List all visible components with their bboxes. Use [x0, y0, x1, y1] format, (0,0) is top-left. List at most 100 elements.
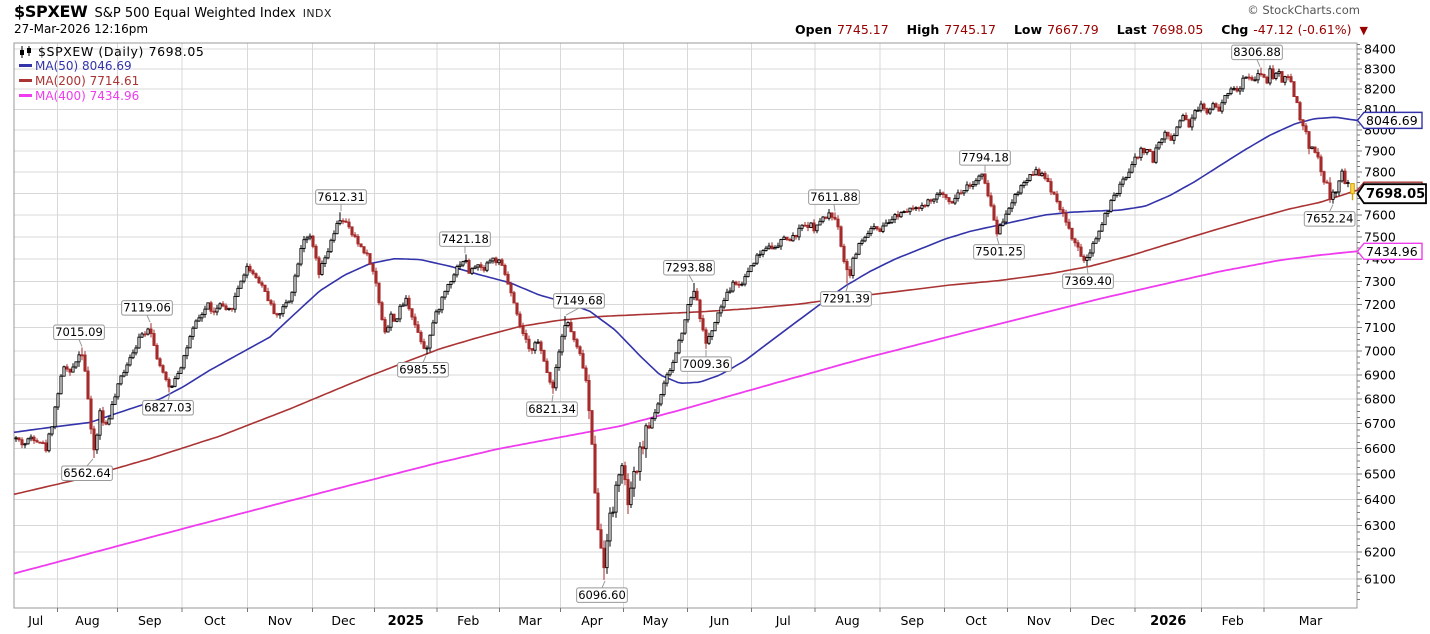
svg-text:7200: 7200 [1364, 297, 1396, 312]
low-label: Low [1013, 22, 1043, 37]
open-value: 7745.17 [836, 22, 889, 37]
svg-text:Feb: Feb [1222, 613, 1244, 628]
svg-text:6600: 6600 [1364, 441, 1396, 456]
svg-text:6562.64: 6562.64 [63, 466, 111, 480]
svg-text:7100: 7100 [1364, 320, 1396, 335]
change-label: Chg [1221, 22, 1249, 37]
svg-text:Mar: Mar [518, 613, 542, 628]
svg-text:Jun: Jun [709, 613, 730, 628]
svg-text:6096.60: 6096.60 [578, 588, 626, 602]
svg-text:7000: 7000 [1364, 344, 1396, 359]
svg-text:Nov: Nov [268, 613, 293, 628]
svg-text:Oct: Oct [965, 613, 987, 628]
axes [13, 42, 1362, 612]
svg-text:7500: 7500 [1364, 229, 1396, 244]
legend-ma50-label: MA(50) 8046.69 [35, 59, 132, 73]
svg-text:7794.18: 7794.18 [961, 151, 1009, 165]
svg-text:Sep: Sep [138, 613, 162, 628]
candlesticks [14, 65, 1350, 580]
legend-main-row: $SPXEW (Daily) 7698.05 [19, 44, 204, 59]
symbol-ticker: $SPXEW [14, 2, 88, 21]
svg-text:8046.69: 8046.69 [1366, 113, 1418, 128]
svg-text:May: May [643, 613, 669, 628]
svg-text:7612.31: 7612.31 [317, 190, 365, 204]
svg-text:8306.88: 8306.88 [1233, 45, 1281, 59]
svg-text:2026: 2026 [1150, 614, 1186, 629]
svg-text:Aug: Aug [835, 613, 859, 628]
svg-text:6800: 6800 [1364, 392, 1396, 407]
svg-text:Sep: Sep [900, 613, 924, 628]
svg-text:7369.40: 7369.40 [1064, 274, 1112, 288]
svg-text:Jul: Jul [775, 613, 791, 628]
chart-legend: $SPXEW (Daily) 7698.05 MA(50) 8046.69 MA… [19, 44, 204, 104]
svg-text:7800: 7800 [1364, 164, 1396, 179]
svg-text:Aug: Aug [75, 613, 99, 628]
svg-text:2025: 2025 [388, 614, 424, 629]
ma50-swatch-icon [19, 64, 32, 67]
high-label: High [906, 22, 940, 37]
svg-text:Feb: Feb [457, 613, 479, 628]
svg-text:6300: 6300 [1364, 518, 1396, 533]
svg-text:6821.34: 6821.34 [528, 402, 576, 416]
ma50-line [13, 116, 1358, 434]
svg-text:7291.39: 7291.39 [822, 292, 870, 306]
svg-text:Nov: Nov [1027, 613, 1052, 628]
svg-text:Jul: Jul [27, 613, 43, 628]
svg-text:7600: 7600 [1364, 207, 1396, 222]
svg-text:6700: 6700 [1364, 416, 1396, 431]
svg-text:8400: 8400 [1364, 42, 1396, 57]
svg-text:8300: 8300 [1364, 62, 1396, 77]
ma400-line [13, 250, 1358, 575]
symbol-name: S&P 500 Equal Weighted Index [94, 6, 296, 21]
svg-text:7434.96: 7434.96 [1366, 244, 1418, 259]
svg-text:7300: 7300 [1364, 274, 1396, 289]
svg-text:Apr: Apr [581, 613, 603, 628]
low-value: 7667.79 [1047, 22, 1099, 37]
svg-text:7611.88: 7611.88 [810, 190, 858, 204]
quote-summary: Open 7745.17 High 7745.17 Low 7667.79 Last 7… [795, 22, 1368, 37]
legend-ma400-label: MA(400) 7434.96 [35, 89, 140, 103]
svg-text:Mar: Mar [1299, 613, 1323, 628]
svg-text:6500: 6500 [1364, 466, 1396, 481]
legend-ma200-label: MA(200) 7714.61 [35, 74, 140, 88]
x-axis-labels: Jul Aug Sep Oct Nov Dec 2025 Feb Mar Apr May Jun Jul… [27, 613, 1323, 629]
legend-main-label: $SPXEW (Daily) 7698.05 [38, 44, 205, 59]
last-candle [1350, 183, 1355, 201]
svg-text:7900: 7900 [1364, 143, 1396, 158]
svg-text:7009.36: 7009.36 [682, 357, 730, 371]
copyright-label: © StockCharts.com [1247, 3, 1360, 17]
ma200-line [13, 189, 1358, 496]
y-axis-labels: 6100 6200 6300 6400 6500 6600 6700 6800 6900 7000… [1364, 42, 1396, 587]
last-label: Last [1116, 22, 1147, 37]
svg-text:7015.09: 7015.09 [55, 325, 103, 339]
svg-text:7652.24: 7652.24 [1306, 212, 1354, 226]
price-annotations: 7015.09 6562.64 7119.06 6827.03 7612.31 6985.… [53, 44, 1356, 603]
ma400-swatch-icon [19, 94, 32, 97]
svg-text:6400: 6400 [1364, 492, 1396, 507]
svg-text:7421.18: 7421.18 [441, 232, 489, 246]
exchange-label: INDX [302, 7, 332, 20]
legend-ma50-row: MA(50) 8046.69 [19, 59, 204, 74]
svg-text:6827.03: 6827.03 [144, 401, 192, 415]
high-value: 7745.17 [944, 22, 996, 37]
change-value: -47.12 (-0.61%) [1253, 22, 1352, 37]
candlestick-icon [20, 45, 31, 58]
svg-text:6985.55: 6985.55 [399, 363, 447, 377]
open-label: Open [795, 22, 832, 37]
last-value: 7698.05 [1151, 22, 1204, 37]
svg-text:7149.68: 7149.68 [555, 294, 603, 308]
svg-text:Dec: Dec [331, 613, 355, 628]
svg-text:6900: 6900 [1364, 367, 1396, 382]
svg-text:7698.05: 7698.05 [1366, 187, 1425, 202]
svg-text:6200: 6200 [1364, 545, 1396, 560]
svg-text:8200: 8200 [1364, 82, 1396, 97]
svg-text:6100: 6100 [1364, 572, 1396, 587]
legend-ma200-row: MA(200) 7714.61 [19, 74, 204, 89]
svg-text:7119.06: 7119.06 [123, 301, 171, 315]
change-down-icon: ▼ [1359, 24, 1368, 37]
svg-text:Dec: Dec [1091, 613, 1115, 628]
legend-ma400-row: MA(400) 7434.96 [19, 89, 204, 104]
